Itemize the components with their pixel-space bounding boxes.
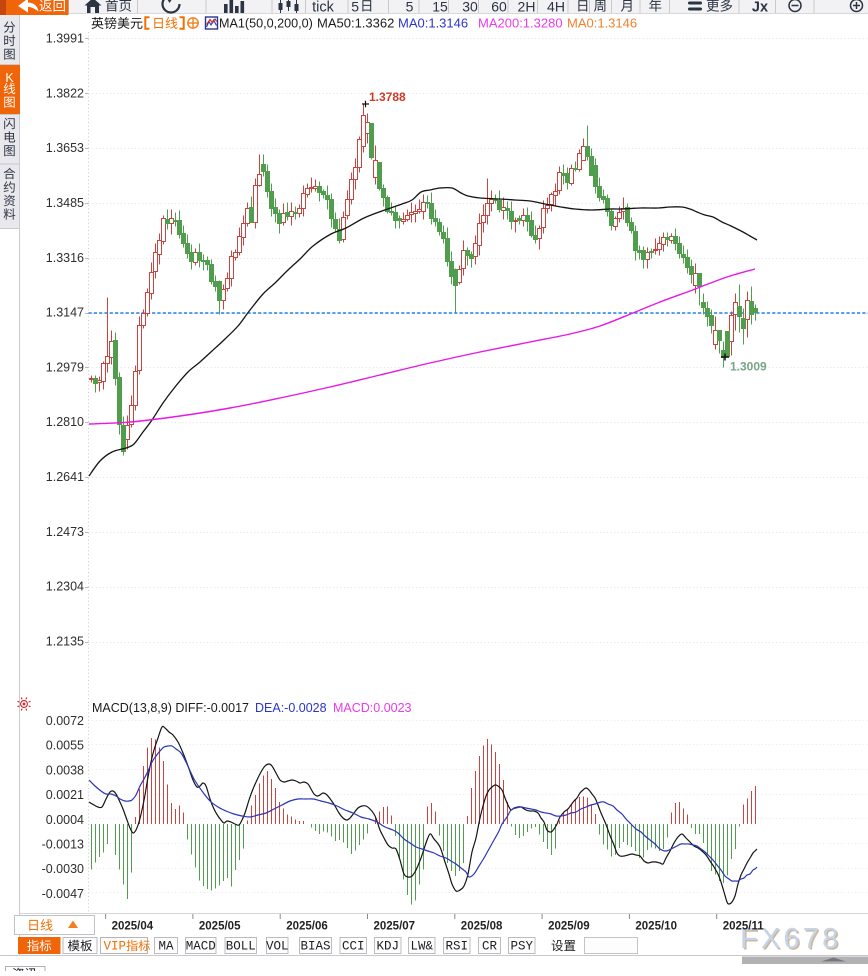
svg-text:2025/11: 2025/11	[723, 921, 765, 933]
svg-text:PSY: PSY	[511, 940, 534, 954]
svg-text:MA50:1.3362: MA50:1.3362	[317, 16, 394, 31]
svg-text:MACD: MACD	[186, 940, 216, 954]
svg-text:MA200:1.3280: MA200:1.3280	[478, 16, 563, 31]
svg-text:RSI: RSI	[446, 940, 469, 954]
svg-text:2025/09: 2025/09	[548, 921, 590, 933]
svg-text:1.3991: 1.3991	[46, 32, 84, 46]
svg-text:FX678: FX678	[740, 923, 841, 955]
svg-text:DEA:-0.0028: DEA:-0.0028	[255, 701, 327, 715]
svg-text:KDJ: KDJ	[377, 940, 400, 954]
svg-text:MA: MA	[158, 940, 174, 954]
svg-text:1.3147: 1.3147	[46, 306, 84, 320]
svg-text:2H: 2H	[518, 0, 536, 15]
svg-text:1.3788: 1.3788	[369, 90, 406, 104]
svg-text:2025/07: 2025/07	[374, 921, 416, 933]
svg-text:1.3822: 1.3822	[46, 86, 84, 100]
svg-text:VIP: VIP	[104, 940, 127, 954]
svg-text:2025/10: 2025/10	[635, 921, 677, 933]
svg-text:FX678: FX678	[742, 925, 843, 957]
svg-text:K: K	[5, 71, 14, 85]
svg-text:MA0:1.3146: MA0:1.3146	[398, 16, 468, 31]
svg-text:0.0038: 0.0038	[46, 763, 84, 777]
svg-text:1.2979: 1.2979	[46, 360, 84, 374]
svg-text:0.0021: 0.0021	[46, 788, 84, 802]
svg-text:1.3009: 1.3009	[730, 360, 767, 374]
svg-text:CCI: CCI	[342, 940, 365, 954]
svg-text:BIAS: BIAS	[300, 940, 330, 954]
svg-text:0.0004: 0.0004	[46, 813, 84, 827]
svg-text:Jx: Jx	[752, 0, 768, 16]
svg-text:0.0072: 0.0072	[46, 714, 84, 728]
svg-text:BOLL: BOLL	[226, 940, 256, 954]
svg-text:-0.0047: -0.0047	[42, 887, 84, 901]
svg-text:1.2473: 1.2473	[46, 525, 84, 539]
svg-text:MA1(50,0,200,0): MA1(50,0,200,0)	[219, 17, 313, 31]
svg-text:60: 60	[491, 0, 507, 15]
svg-text:VOL: VOL	[266, 940, 289, 954]
svg-text:-0.0013: -0.0013	[42, 838, 84, 852]
svg-text:MACD:0.0023: MACD:0.0023	[333, 701, 412, 715]
svg-text:1.3485: 1.3485	[46, 196, 84, 210]
svg-text:LW&: LW&	[411, 940, 434, 954]
svg-text:30: 30	[462, 0, 478, 15]
svg-text:2025/06: 2025/06	[286, 921, 328, 933]
svg-text:1.2304: 1.2304	[46, 580, 84, 594]
svg-text:5: 5	[406, 0, 414, 15]
svg-text:5: 5	[351, 0, 359, 15]
svg-text:2025/04: 2025/04	[112, 921, 154, 933]
svg-text:2025/05: 2025/05	[199, 921, 241, 933]
svg-text:2025/08: 2025/08	[461, 921, 503, 933]
svg-text:0.0055: 0.0055	[46, 739, 84, 753]
svg-text:CR: CR	[482, 940, 498, 954]
svg-text:1.2135: 1.2135	[46, 635, 84, 649]
svg-text:tick: tick	[312, 0, 335, 16]
svg-text:1.2641: 1.2641	[46, 470, 84, 484]
svg-text:1.3653: 1.3653	[46, 141, 84, 155]
svg-text:15: 15	[432, 0, 448, 15]
svg-text:1.3316: 1.3316	[46, 251, 84, 265]
svg-text:MA0:1.3146: MA0:1.3146	[567, 16, 637, 31]
svg-text:MACD(13,8,9) DIFF:-0.0017: MACD(13,8,9) DIFF:-0.0017	[92, 701, 249, 715]
svg-text:4H: 4H	[547, 0, 565, 15]
svg-text:1.2810: 1.2810	[46, 415, 84, 429]
svg-text:-0.0030: -0.0030	[42, 862, 84, 876]
